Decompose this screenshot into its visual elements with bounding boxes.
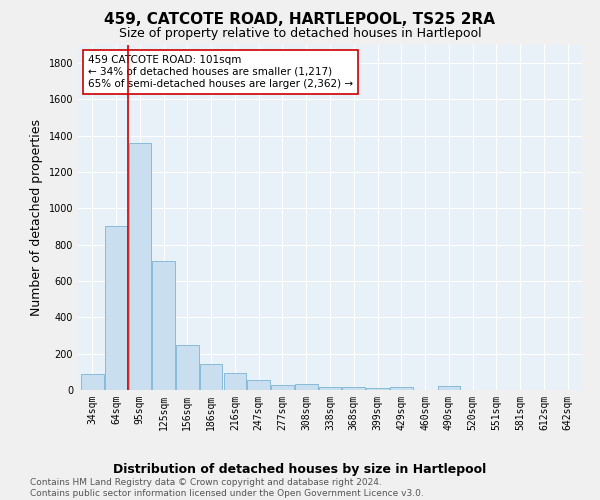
Bar: [224, 373, 246, 390]
Text: Contains HM Land Registry data © Crown copyright and database right 2024.
Contai: Contains HM Land Registry data © Crown c…: [30, 478, 424, 498]
Bar: [271, 385, 294, 390]
Bar: [366, 388, 389, 390]
Text: Distribution of detached houses by size in Hartlepool: Distribution of detached houses by size …: [113, 462, 487, 475]
Text: Size of property relative to detached houses in Hartlepool: Size of property relative to detached ho…: [119, 28, 481, 40]
Bar: [319, 386, 341, 390]
Bar: [105, 226, 127, 390]
Bar: [437, 386, 460, 390]
Bar: [343, 388, 365, 390]
Bar: [81, 374, 104, 390]
Text: 459 CATCOTE ROAD: 101sqm
← 34% of detached houses are smaller (1,217)
65% of sem: 459 CATCOTE ROAD: 101sqm ← 34% of detach…: [88, 56, 353, 88]
Bar: [152, 261, 175, 390]
Bar: [390, 386, 413, 390]
Y-axis label: Number of detached properties: Number of detached properties: [30, 119, 43, 316]
Bar: [200, 364, 223, 390]
Bar: [176, 345, 199, 390]
Text: 459, CATCOTE ROAD, HARTLEPOOL, TS25 2RA: 459, CATCOTE ROAD, HARTLEPOOL, TS25 2RA: [104, 12, 496, 28]
Bar: [128, 143, 151, 390]
Bar: [295, 384, 317, 390]
Bar: [247, 380, 270, 390]
